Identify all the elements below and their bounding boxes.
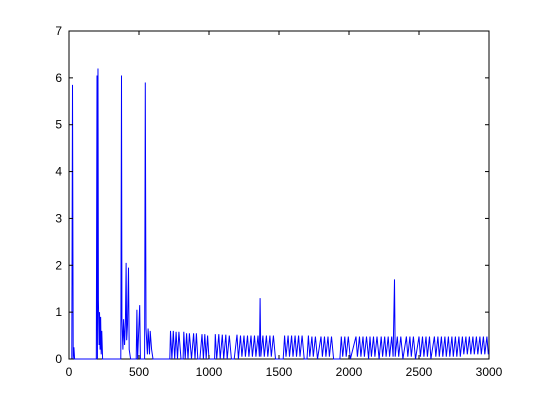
x-tick-label: 3000: [476, 365, 503, 379]
y-tick-label: 7: [55, 24, 62, 38]
y-tick-label: 1: [55, 305, 62, 319]
y-tick-label: 3: [55, 211, 62, 225]
data-line: [69, 68, 489, 360]
x-tick-label: 500: [129, 365, 149, 379]
x-tick-label: 1500: [266, 365, 293, 379]
x-tick-label: 0: [66, 365, 73, 379]
x-tick-label: 2500: [406, 365, 433, 379]
x-tick-label: 1000: [196, 365, 223, 379]
y-tick-label: 0: [55, 352, 62, 366]
y-tick-label: 4: [55, 165, 62, 179]
plot-frame: [68, 30, 490, 360]
x-tick-label: 2000: [336, 365, 363, 379]
y-tick-label: 2: [55, 258, 62, 272]
y-tick-label: 5: [55, 118, 62, 132]
y-tick-label: 6: [55, 71, 62, 85]
